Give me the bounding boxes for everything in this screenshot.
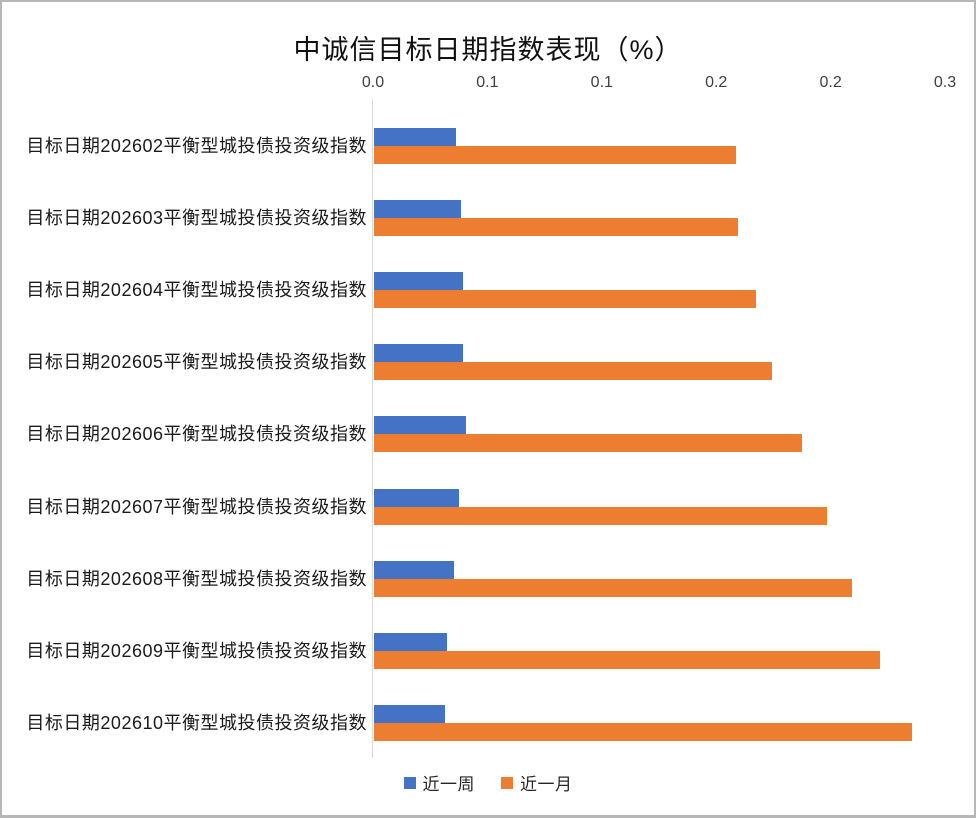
bar-month <box>374 650 880 669</box>
category-label: 目标日期202607平衡型城投债投资级指数 <box>26 496 367 517</box>
bar-month <box>374 506 827 525</box>
bar-month <box>374 722 912 741</box>
bar-week <box>374 488 459 507</box>
legend: 近一周 近一月 <box>2 770 974 795</box>
bar-week <box>374 272 464 291</box>
legend-item-week: 近一周 <box>403 770 476 795</box>
bar-month <box>374 578 853 597</box>
category-label: 目标日期202610平衡型城投债投资级指数 <box>26 712 367 733</box>
x-axis-tick-label: 0.2 <box>705 74 728 91</box>
bar-month <box>374 362 773 381</box>
bar-week <box>374 704 445 723</box>
bar-month <box>374 218 738 237</box>
category-label: 目标日期202605平衡型城投债投资级指数 <box>26 352 367 373</box>
legend-swatch-month <box>501 776 513 789</box>
chart-title: 中诚信目标日期指数表现（%） <box>293 35 683 65</box>
bar-week <box>374 344 464 363</box>
legend-item-month: 近一月 <box>501 770 573 795</box>
x-axis-tick-label: 0.0 <box>361 74 385 91</box>
legend-swatch-week <box>403 776 416 789</box>
x-axis-tick-label: 0.1 <box>476 74 499 91</box>
category-label: 目标日期202604平衡型城投债投资级指数 <box>26 280 367 301</box>
zero-axis-line <box>372 99 373 758</box>
category-label: 目标日期202602平衡型城投债投资级指数 <box>26 136 367 156</box>
bar-month <box>374 434 802 453</box>
category-label: 目标日期202606平衡型城投债投资级指数 <box>26 424 367 445</box>
category-label: 目标日期202603平衡型城投债投资级指数 <box>26 208 367 229</box>
bar-month <box>374 146 736 164</box>
bar-week <box>374 416 466 435</box>
bar-month <box>374 290 757 309</box>
x-axis-tick-label: 0.1 <box>590 74 613 91</box>
legend-label-month: 近一月 <box>520 775 573 794</box>
category-label: 目标日期202609平衡型城投债投资级指数 <box>26 640 367 661</box>
bar-week <box>374 200 461 219</box>
x-axis-tick-label: 0.2 <box>819 74 842 91</box>
x-axis-tick-label: 0.3 <box>933 74 957 91</box>
bar-week <box>374 632 448 651</box>
category-label: 目标日期202608平衡型城投债投资级指数 <box>26 568 367 589</box>
legend-label-week: 近一周 <box>422 775 475 794</box>
bar-week <box>374 128 457 146</box>
bar-week <box>374 560 455 579</box>
